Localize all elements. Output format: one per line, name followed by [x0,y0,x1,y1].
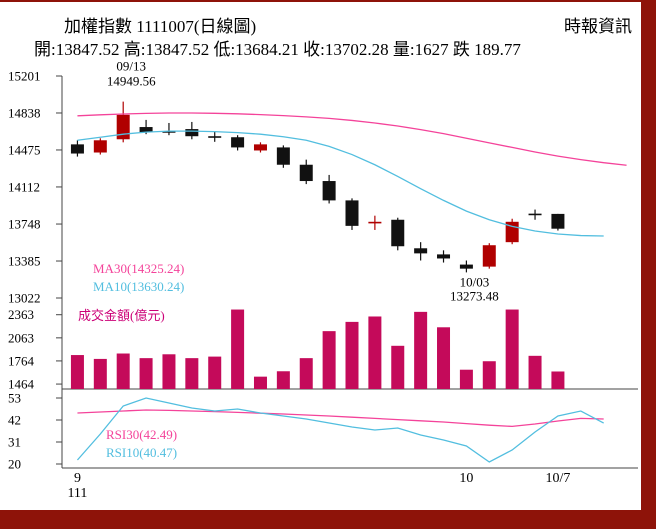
volume-bar [505,309,519,389]
y-tick-label: 14838 [8,105,41,120]
volume-bar [116,353,130,389]
volume-bar [299,358,313,389]
volume-bar [482,361,496,389]
candle-body [208,136,222,138]
candle-body [345,200,359,226]
y-tick-label: 2063 [8,330,34,345]
candle-body [299,164,313,182]
volume-bar [162,354,176,389]
candle-body [459,264,473,269]
candle-body [253,144,267,151]
volume-bar [139,358,153,389]
candle-body [391,219,405,247]
volume-bar [414,311,428,389]
volume-bar [345,321,359,389]
y-tick-label: 15201 [8,69,41,84]
volume-bar [459,369,473,389]
volume-bar [253,376,267,389]
candle-body [482,245,496,267]
annotation-date: 09/13 [116,59,146,74]
volume-bar [528,355,542,389]
candle-body [231,137,245,148]
annotation-price: 14949.56 [107,74,156,89]
rsi10-label: RSI10(40.47) [106,445,177,460]
candle-body [185,129,199,137]
volume-bar [70,355,84,389]
y-tick-label: 31 [8,435,21,450]
ma30-line [77,112,627,166]
candle-body [368,221,382,224]
ma10-label: MA10(13630.24) [93,279,184,294]
volume-bar [391,345,405,389]
rsi10-line [76,397,604,463]
y-tick-label: 13748 [8,217,41,232]
x-tick-label: 10 [459,471,473,486]
source-label: 時報資訊 [564,17,632,36]
candle-body [276,147,290,165]
chart-panel: 加權指數 1111007(日線圖) 時報資訊 開:13847.52 高:1384… [0,2,641,510]
candle-body [551,213,565,229]
ohlc-quote-line: 開:13847.52 高:13847.52 低:13684.21 收:13702… [34,40,521,59]
y-tick-label: 14112 [8,179,40,194]
candle-body [322,181,336,201]
x-tick-label: 10/7 [545,471,570,486]
y-tick-label: 42 [8,413,21,428]
volume-bar [93,358,107,389]
volume-bar [276,371,290,389]
volume-title: 成交金額(億元) [78,308,165,323]
y-tick-label: 14475 [8,142,41,157]
ma10-line [77,130,604,237]
candle-body [139,127,153,133]
volume-bar [231,309,245,389]
volume-bar [208,356,222,389]
y-tick-label: 20 [8,457,21,472]
candle-body [70,144,84,154]
candle-body [162,131,176,133]
candle-body [414,248,428,254]
x-tick-label: 9 [74,471,81,486]
volume-bar [551,371,565,389]
chart-svg: MA30(14325.24) MA10(13630.24) 成交金額(億元) R… [8,59,638,501]
y-tick-label: 53 [8,391,21,406]
rsi30-line [77,409,604,428]
ma30-label: MA30(14325.24) [93,261,184,276]
candle-body [93,140,107,153]
x-axis-year-label: 111 [67,486,87,501]
volume-bar [437,327,451,389]
y-tick-label: 1764 [8,353,35,368]
candle-body [116,114,130,140]
volume-bar [368,316,382,389]
annotation-date: 10/03 [460,274,490,289]
annotation-price: 13273.48 [450,288,499,303]
chart-title: 加權指數 1111007(日線圖) [64,17,257,36]
volume-bar [185,358,199,389]
candle-body [437,254,451,259]
rsi30-label: RSI30(42.49) [106,427,177,442]
y-tick-label: 1464 [8,377,35,392]
candle-body [528,213,542,216]
y-tick-label: 13385 [8,254,41,269]
y-tick-label: 13022 [8,291,41,306]
volume-bar [322,331,336,389]
y-tick-label: 2363 [8,307,34,322]
